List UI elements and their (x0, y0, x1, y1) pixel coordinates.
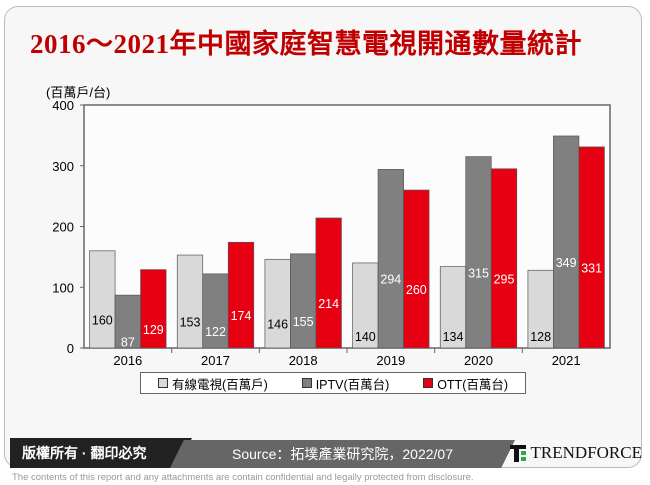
data-label: 128 (530, 330, 551, 344)
data-label: 134 (443, 330, 464, 344)
bar (227, 241, 255, 349)
bar (553, 135, 580, 349)
data-label: 122 (205, 325, 226, 339)
bar (578, 146, 605, 349)
data-label: 155 (293, 315, 314, 329)
footer: 版權所有 · 翻印必究 Source：拓墣產業研究院，2022/07 TREND… (10, 438, 642, 468)
bar (490, 168, 518, 349)
legend-swatch (157, 378, 168, 388)
bar (315, 217, 342, 349)
bar-chart: 0 100 200 300 400 2016 160 87 129 2017 153 122 174 20… (52, 98, 611, 368)
bar (439, 266, 467, 349)
chart-title: 2016～2021年中國家庭智慧電視開通數量統計 (30, 29, 582, 59)
legend-label: IPTV(百萬台) (315, 377, 390, 392)
legend-swatch (301, 378, 312, 388)
x-tick-label: 2017 (201, 353, 230, 368)
data-label: 260 (406, 283, 427, 297)
legend-item: IPTV(百萬台) (301, 374, 390, 393)
bar (290, 253, 317, 349)
y-tick-label: 100 (52, 280, 74, 295)
bar (465, 156, 492, 349)
data-label: 294 (380, 273, 401, 287)
legend-item: 有線電視(百萬戶) (157, 374, 268, 393)
legend: 有線電視(百萬戶) IPTV(百萬台) OTT(百萬台) (140, 372, 526, 394)
bar (403, 189, 430, 349)
data-label: 214 (318, 297, 339, 311)
y-axis-label: (百萬戶/台) (46, 85, 111, 100)
brand-name: TRENDFORCE (530, 443, 642, 462)
plot-area (83, 104, 611, 349)
data-label: 315 (468, 266, 489, 280)
data-label: 153 (180, 316, 201, 330)
data-label: 140 (355, 330, 376, 344)
disclaimer: The contents of this report and any atta… (12, 472, 474, 483)
data-label: 146 (267, 318, 288, 332)
trendforce-logo-icon (510, 445, 526, 462)
data-label: 129 (143, 323, 164, 337)
legend-swatch (423, 378, 434, 388)
bar (140, 269, 167, 349)
x-tick-label: 2018 (289, 353, 318, 368)
bar (527, 269, 554, 349)
legend-label: 有線電視(百萬戶) (171, 377, 268, 392)
x-tick-label: 2019 (376, 353, 405, 368)
bar (176, 254, 204, 349)
data-label: 160 (92, 313, 113, 327)
data-label: 331 (581, 261, 602, 275)
x-tick-label: 2020 (464, 353, 493, 368)
bar (377, 169, 404, 349)
y-tick-label: 400 (52, 98, 74, 113)
y-tick-label: 0 (67, 341, 74, 356)
bar (202, 273, 229, 349)
bar (264, 258, 291, 349)
data-label: 295 (494, 272, 515, 286)
copyright-notice: 版權所有 · 翻印必究 (10, 438, 192, 468)
x-tick-label: 2021 (552, 353, 581, 368)
data-label: 174 (231, 309, 252, 323)
data-label: 349 (556, 256, 577, 270)
legend-label: OTT(百萬台) (437, 377, 509, 392)
trendforce-logo: TRENDFORCE (510, 438, 642, 468)
y-tick-label: 200 (52, 220, 74, 235)
y-tick-label: 300 (52, 159, 74, 174)
bar (89, 250, 116, 349)
source-text: Source：拓墣產業研究院，2022/07 (170, 440, 515, 468)
data-label: 87 (121, 336, 135, 350)
legend-item: OTT(百萬台) (423, 374, 508, 393)
x-tick-label: 2016 (113, 353, 142, 368)
